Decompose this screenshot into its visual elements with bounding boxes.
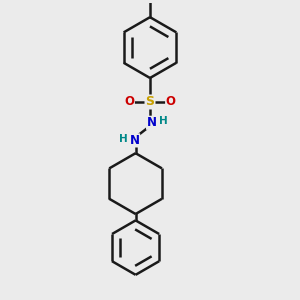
Text: N: N [147, 116, 157, 129]
Text: H: H [159, 116, 168, 126]
Text: O: O [124, 95, 134, 109]
Text: H: H [119, 134, 128, 144]
Text: O: O [166, 95, 176, 109]
Text: S: S [146, 95, 154, 109]
Text: N: N [130, 134, 140, 147]
